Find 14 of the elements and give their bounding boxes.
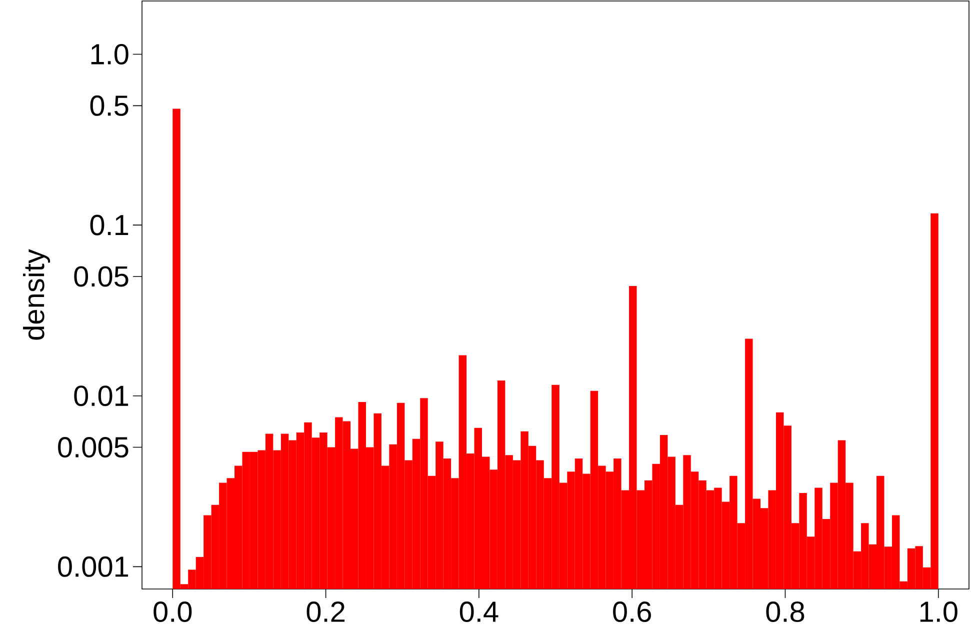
x-tick-label: 0.8 <box>766 602 804 622</box>
y-tick-label: 1.0 <box>91 44 128 65</box>
x-tick-label: 0.6 <box>613 602 651 622</box>
y-axis-title: density <box>23 249 50 340</box>
y-tick-label: 0.5 <box>90 95 128 116</box>
x-tick-label: 1.0 <box>920 602 958 622</box>
x-tick-label: 0.4 <box>460 602 498 622</box>
y-tick-label: 0.001 <box>58 556 128 577</box>
y-tick-label: 0.1 <box>90 214 128 236</box>
y-tick-label: 0.005 <box>58 437 128 458</box>
x-tick-label: 0.0 <box>154 602 192 622</box>
x-tick-label: 0.2 <box>306 602 344 622</box>
y-tick-label: 0.05 <box>74 266 128 287</box>
y-tick-label: 0.01 <box>74 386 128 406</box>
